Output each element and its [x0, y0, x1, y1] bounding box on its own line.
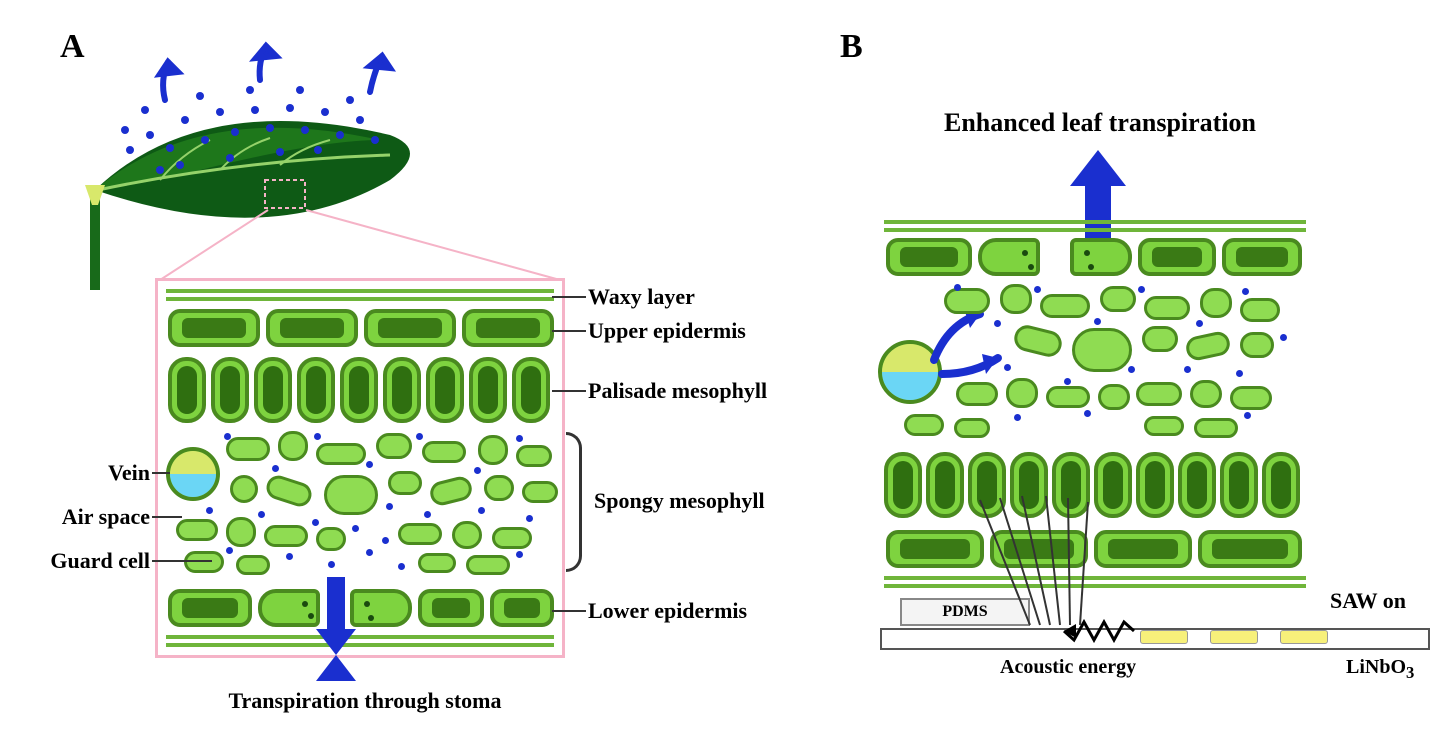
idt-electrode [1280, 630, 1328, 644]
epidermis-cell [1198, 530, 1302, 568]
lower-epidermis-cell [418, 589, 484, 627]
leader-line [552, 390, 586, 392]
palisade-cell [340, 357, 378, 423]
idt-electrode [1210, 630, 1258, 644]
leader-line [552, 296, 586, 298]
stoma-opening [1044, 242, 1066, 272]
epidermis-cell [1138, 238, 1216, 276]
label-waxy: Waxy layer [588, 284, 695, 310]
palisade-cell [211, 357, 249, 423]
upper-epidermis-cell [266, 309, 358, 347]
acoustic-energy-label: Acoustic energy [1000, 656, 1136, 679]
transpiration-arrow-down [316, 577, 356, 681]
acoustic-rays-icon [950, 490, 1130, 630]
waxy-line [166, 635, 554, 639]
lower-epidermis-cell [168, 589, 252, 627]
upper-epidermis-cell [364, 309, 456, 347]
label-spongy: Spongy mesophyll [594, 488, 765, 514]
guard-cell [1070, 238, 1132, 276]
waxy-line [166, 643, 554, 647]
palisade-cell [297, 357, 335, 423]
label-lowerepi: Lower epidermis [588, 598, 747, 624]
label-upperepi: Upper epidermis [588, 318, 746, 344]
waxy-line [166, 289, 554, 293]
linbo3-sub: 3 [1406, 663, 1414, 682]
guard-cell [258, 589, 320, 627]
idt-electrode [1140, 630, 1188, 644]
palisade-cell [426, 357, 464, 423]
label-airspace: Air space [10, 504, 150, 530]
panel-b-label: B [840, 28, 863, 66]
crosssection-a [155, 278, 565, 658]
epidermis-cell [1222, 238, 1302, 276]
spongy-brace [566, 432, 582, 572]
lower-epidermis-cell [490, 589, 554, 627]
label-vein: Vein [50, 460, 150, 486]
guard-cell [978, 238, 1040, 276]
saw-on-label: SAW on [1330, 588, 1406, 614]
leader-line [552, 610, 586, 612]
vein [166, 447, 220, 501]
palisade-cell [254, 357, 292, 423]
linbo3-text: LiNbO [1346, 656, 1406, 678]
palisade-cell [168, 357, 206, 423]
spongy-region [166, 431, 554, 581]
epidermis-cell [886, 238, 972, 276]
leader-line [152, 516, 182, 518]
leader-line [152, 560, 212, 562]
label-guardcell: Guard cell [6, 548, 150, 574]
waxy-line [166, 297, 554, 301]
upper-epidermis-cell [168, 309, 260, 347]
leader-line [152, 472, 170, 474]
leader-line [552, 330, 586, 332]
linbo3-label: LiNbO3 [1346, 656, 1414, 683]
upper-epidermis-cell [462, 309, 554, 347]
spongy-region-b [884, 284, 1306, 444]
panel-a-caption: Transpiration through stoma [180, 688, 550, 714]
palisade-cell [512, 357, 550, 423]
label-palisade: Palisade mesophyll [588, 378, 767, 404]
palisade-cell [469, 357, 507, 423]
guard-cell [350, 589, 412, 627]
panel-b-title: Enhanced leaf transpiration [900, 108, 1300, 138]
palisade-cell [383, 357, 421, 423]
